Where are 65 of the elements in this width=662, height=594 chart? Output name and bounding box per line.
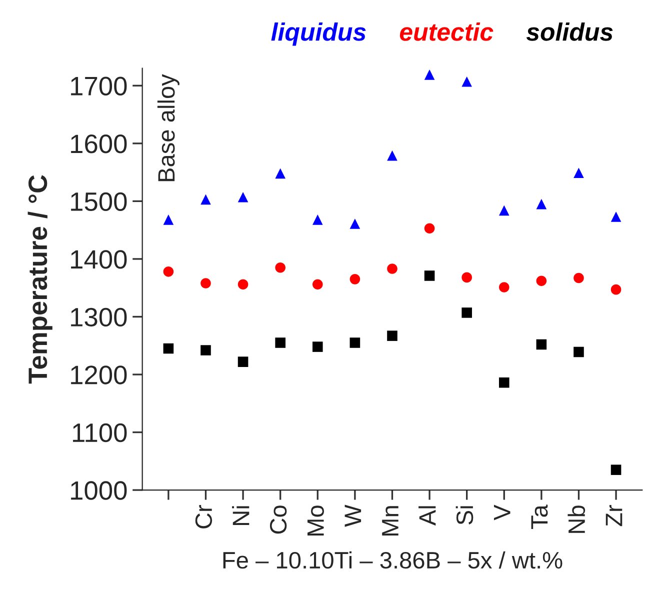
text: eutectic bbox=[400, 22, 494, 41]
x-tick-label: Nb bbox=[568, 506, 586, 533]
point bbox=[610, 284, 622, 295]
point bbox=[536, 339, 547, 350]
point bbox=[498, 377, 510, 388]
point bbox=[498, 282, 510, 292]
y-tick-label: 1000 bbox=[71, 481, 127, 500]
point bbox=[536, 276, 547, 286]
point bbox=[610, 464, 622, 475]
x-tick-label: Ni bbox=[232, 506, 250, 525]
point bbox=[387, 264, 398, 274]
point bbox=[350, 338, 360, 348]
point bbox=[238, 279, 248, 290]
x-tick-label: Mn bbox=[382, 506, 398, 536]
x-tick-label: Si bbox=[456, 506, 474, 525]
point bbox=[312, 279, 323, 290]
point bbox=[424, 223, 435, 234]
x-axis-title: Fe – 10.10Ti – 3.86B – 5x / wt.% bbox=[223, 551, 562, 569]
x-tick-label: W bbox=[344, 504, 362, 527]
x-tick-label: V bbox=[494, 504, 510, 520]
point bbox=[163, 214, 174, 225]
point bbox=[387, 330, 398, 341]
x-tick-label: Al bbox=[418, 506, 436, 526]
point bbox=[462, 308, 472, 318]
point bbox=[462, 76, 472, 87]
point bbox=[163, 266, 174, 277]
text: liquidus bbox=[271, 22, 366, 46]
point bbox=[275, 262, 286, 273]
point bbox=[574, 168, 584, 178]
point bbox=[275, 168, 286, 179]
point bbox=[200, 194, 211, 205]
y-tick-label: 1300 bbox=[71, 308, 127, 327]
point bbox=[350, 274, 360, 284]
point bbox=[424, 270, 435, 281]
point bbox=[498, 205, 510, 216]
y-tick-label: 1200 bbox=[71, 366, 127, 384]
x-tick-label: Ta bbox=[531, 504, 548, 530]
point bbox=[536, 198, 547, 210]
point bbox=[462, 272, 472, 283]
x-tick-label: Zr bbox=[606, 505, 622, 526]
text: solidus bbox=[526, 22, 613, 41]
point bbox=[610, 212, 622, 222]
x-tick-label: Cr bbox=[195, 505, 212, 528]
point bbox=[574, 346, 584, 358]
y-axis-title: Temperature / °C bbox=[28, 175, 52, 384]
x-tick-label: Mo bbox=[308, 506, 324, 536]
point bbox=[312, 214, 323, 225]
x-tick-label: Co bbox=[270, 506, 287, 534]
y-tick-label: 1500 bbox=[71, 192, 127, 212]
y-tick-label: 1700 bbox=[71, 76, 127, 96]
point bbox=[163, 343, 174, 354]
point bbox=[275, 338, 286, 348]
point bbox=[312, 342, 323, 352]
y-tick-label: 1100 bbox=[73, 423, 127, 442]
point bbox=[238, 192, 248, 202]
point bbox=[200, 278, 211, 288]
point bbox=[424, 70, 435, 80]
point bbox=[387, 150, 398, 161]
annotation: Base alloy bbox=[157, 74, 180, 182]
point bbox=[574, 272, 584, 284]
y-tick-label: 1600 bbox=[71, 134, 127, 154]
point bbox=[200, 345, 211, 356]
y-tick-label: 1400 bbox=[71, 250, 127, 269]
point bbox=[350, 218, 360, 229]
point bbox=[238, 356, 248, 367]
